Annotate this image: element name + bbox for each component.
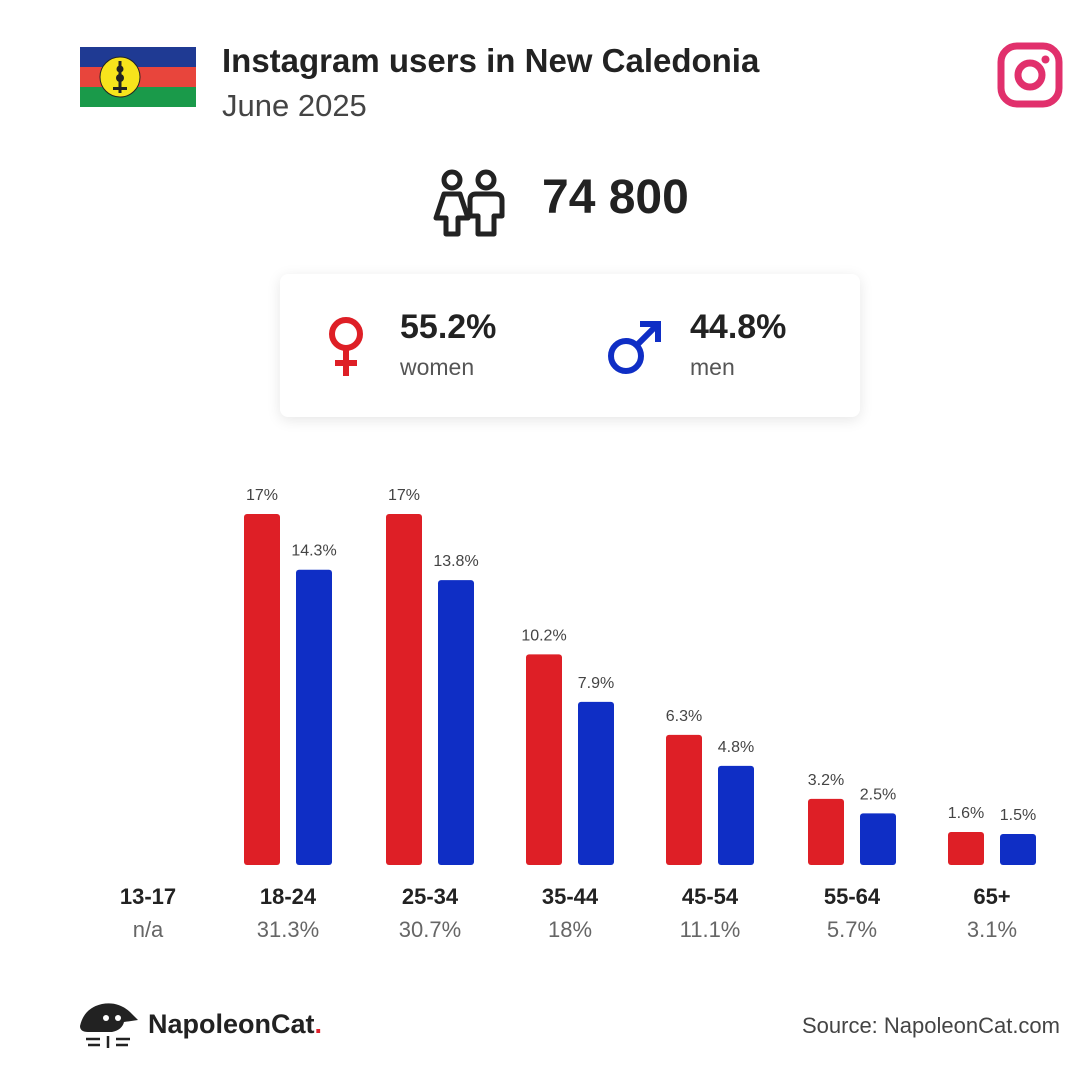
bar-men-35-44 xyxy=(578,701,614,865)
bar-men-18-24 xyxy=(296,569,332,865)
bar-women-18-24 xyxy=(244,514,280,865)
brand-dot: . xyxy=(314,1009,323,1039)
brand-name-text: NapoleonCat xyxy=(148,1009,315,1039)
brand-name: NapoleonCat. xyxy=(148,1009,322,1040)
bar-women-35-44 xyxy=(526,654,562,865)
bar-value-label: 10.2% xyxy=(521,627,566,644)
bar-value-label: 2.5% xyxy=(860,786,896,803)
bar-value-label: 17% xyxy=(246,487,278,504)
age-group-share: 3.1% xyxy=(966,917,1018,942)
men-percent: 44.8% xyxy=(690,308,787,346)
napoleoncat-logo-icon xyxy=(80,1003,138,1048)
age-group-share: 5.7% xyxy=(826,917,878,942)
gender-split-card: 55.2% women 44.8% men xyxy=(280,274,860,417)
age-group-label: 55-64 xyxy=(823,884,881,909)
age-group-share: 11.1% xyxy=(679,917,741,942)
age-group-label: 13-17 xyxy=(119,884,177,909)
age-group-share: 30.7% xyxy=(398,917,462,942)
bar-value-label: 1.5% xyxy=(1000,807,1036,824)
age-group-share: 31.3% xyxy=(256,917,320,942)
source-credit: Source: NapoleonCat.com xyxy=(801,1013,1060,1038)
total-users-value: 74 800 xyxy=(542,171,689,224)
bar-men-55-64 xyxy=(860,813,896,865)
bar-men-25-34 xyxy=(438,580,474,865)
bar-value-label: 14.3% xyxy=(291,543,336,560)
bar-value-label: 3.2% xyxy=(808,772,844,789)
people-icon xyxy=(433,169,505,237)
age-group-label: 18-24 xyxy=(259,884,317,909)
bar-value-label: 6.3% xyxy=(666,708,702,725)
instagram-icon xyxy=(997,42,1063,108)
age-group-label: 65+ xyxy=(973,884,1011,909)
age-group-label: 35-44 xyxy=(541,884,599,909)
male-symbol-icon xyxy=(608,321,661,374)
women-percent: 55.2% xyxy=(400,308,497,346)
age-gender-bar-chart: 17% 14.3% 17% 13.8% 10.2% 7.9% 6.3% 4.8% 3.2% 2.5… xyxy=(244,487,1036,865)
bar-men-65+ xyxy=(1000,834,1036,865)
bar-value-label: 13.8% xyxy=(433,553,478,570)
age-group-share: n/a xyxy=(132,917,164,942)
bar-value-label: 17% xyxy=(388,487,420,504)
page-subtitle: June 2025 xyxy=(222,88,367,123)
bar-value-label: 4.8% xyxy=(718,739,754,756)
age-group-label: 25-34 xyxy=(401,884,459,909)
women-label: women xyxy=(400,354,475,380)
bar-value-label: 1.6% xyxy=(948,805,984,822)
age-group-label: 45-54 xyxy=(681,884,739,909)
page-title: Instagram users in New Caledonia xyxy=(222,42,760,79)
bar-women-65+ xyxy=(948,831,984,865)
age-group-share: 18% xyxy=(547,917,593,942)
bar-women-55-64 xyxy=(808,798,844,865)
new-caledonia-flag-icon xyxy=(80,47,196,107)
bar-value-label: 7.9% xyxy=(578,675,614,692)
female-symbol-icon xyxy=(329,317,363,376)
bar-men-45-54 xyxy=(718,765,754,865)
bar-women-45-54 xyxy=(666,734,702,865)
men-label: men xyxy=(690,354,735,380)
bar-women-25-34 xyxy=(386,514,422,865)
